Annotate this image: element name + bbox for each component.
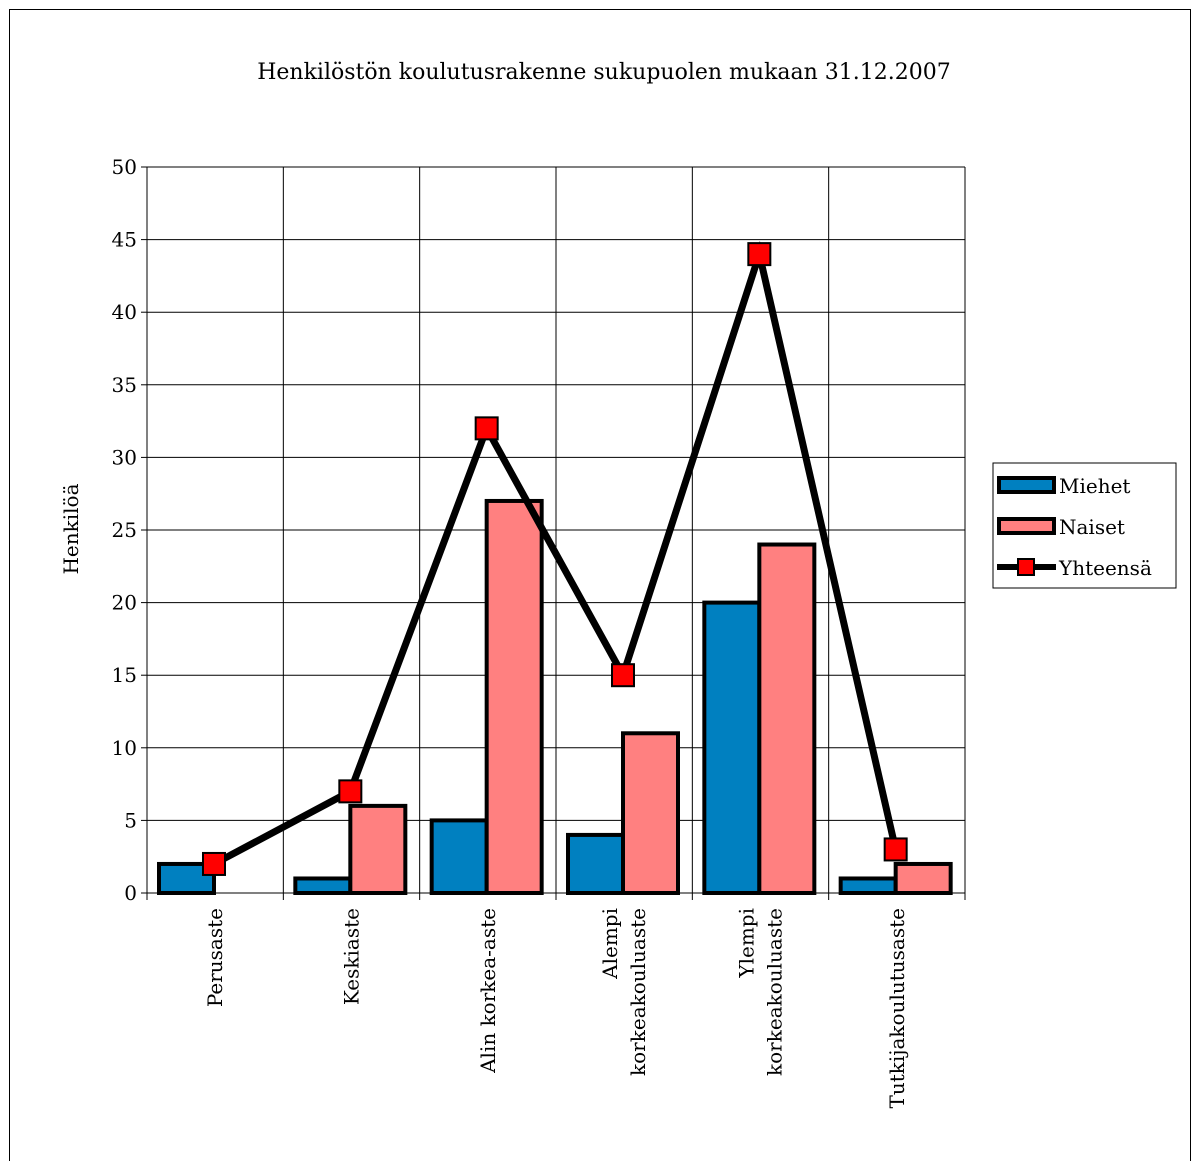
category-label-line: Alempi (598, 908, 622, 980)
chart-frame (9, 9, 1191, 1161)
bar-miehet-4 (702, 600, 762, 895)
chart-title: Henkilöstön koulutusrakenne sukupuolen m… (257, 60, 951, 85)
category-labels: Perusaste Keskiaste Alin korkea-aste Alempi… (203, 908, 909, 1108)
axes (141, 166, 966, 900)
y-tick-label: 40 (112, 300, 137, 324)
category-label-line: korkeakouluaste (763, 908, 787, 1076)
category-label: Keskiaste (340, 908, 364, 1005)
y-tick-label: 5 (124, 808, 137, 832)
bars (157, 498, 953, 896)
bar-naiset-4 (757, 542, 817, 896)
bar-miehet-1 (293, 876, 353, 895)
legend-label: Miehet (1059, 474, 1130, 498)
point-yhteensa-4 (747, 242, 772, 267)
bar-miehet-2 (429, 818, 489, 896)
point-yhteensa-1 (338, 779, 363, 804)
gridlines (147, 166, 966, 893)
category-label: Ylempi korkeakouluaste (735, 908, 787, 1076)
y-tick-labels: 0 5 10 15 20 25 30 35 40 45 50 (112, 155, 137, 905)
line-yhteensa (212, 240, 900, 868)
category-label: Alin korkea-aste (476, 908, 500, 1074)
bar-naiset-3 (621, 731, 680, 896)
bar-naiset-1 (348, 803, 408, 896)
bar-naiset-2 (484, 498, 544, 895)
point-yhteensa-5 (883, 837, 908, 862)
y-tick-label: 0 (124, 881, 137, 905)
y-tick-label: 10 (112, 736, 137, 760)
category-label-line: korkeakouluaste (626, 908, 650, 1076)
category-label-line: Ylempi (735, 908, 759, 979)
bar-miehet-3 (566, 832, 625, 895)
legend-label: Yhteensä (1058, 556, 1152, 580)
point-yhteensa-3 (611, 663, 635, 688)
category-label-line: Keskiaste (340, 908, 364, 1005)
category-label: Alempi korkeakouluaste (598, 908, 650, 1076)
y-tick-label: 25 (112, 518, 137, 542)
y-tick-label: 35 (112, 373, 137, 397)
point-yhteensa-0 (202, 851, 226, 876)
legend-swatch-marker (1017, 558, 1035, 576)
point-yhteensa-2 (474, 416, 499, 441)
category-label: Tutkijakoulutusaste (885, 908, 909, 1108)
bar-naiset-5 (893, 861, 953, 896)
category-label-line: Alin korkea-aste (476, 908, 500, 1074)
legend: Miehet Naiset Yhteensä (992, 462, 1177, 589)
category-label: Perusaste (203, 908, 227, 1007)
legend-label: Naiset (1059, 515, 1125, 539)
bar-miehet-5 (838, 876, 898, 895)
category-label-line: Perusaste (203, 908, 227, 1007)
legend-swatch (997, 476, 1056, 494)
y-axis-label: Henkilöä (59, 483, 83, 574)
legend-swatch (997, 517, 1056, 535)
y-tick-label: 45 (112, 228, 137, 252)
total-line (202, 240, 908, 876)
y-tick-label: 20 (112, 591, 137, 615)
y-tick-label: 50 (112, 155, 137, 179)
y-tick-label: 15 (112, 663, 137, 687)
category-label-line: Tutkijakoulutusaste (885, 908, 909, 1108)
y-tick-label: 30 (112, 445, 137, 469)
